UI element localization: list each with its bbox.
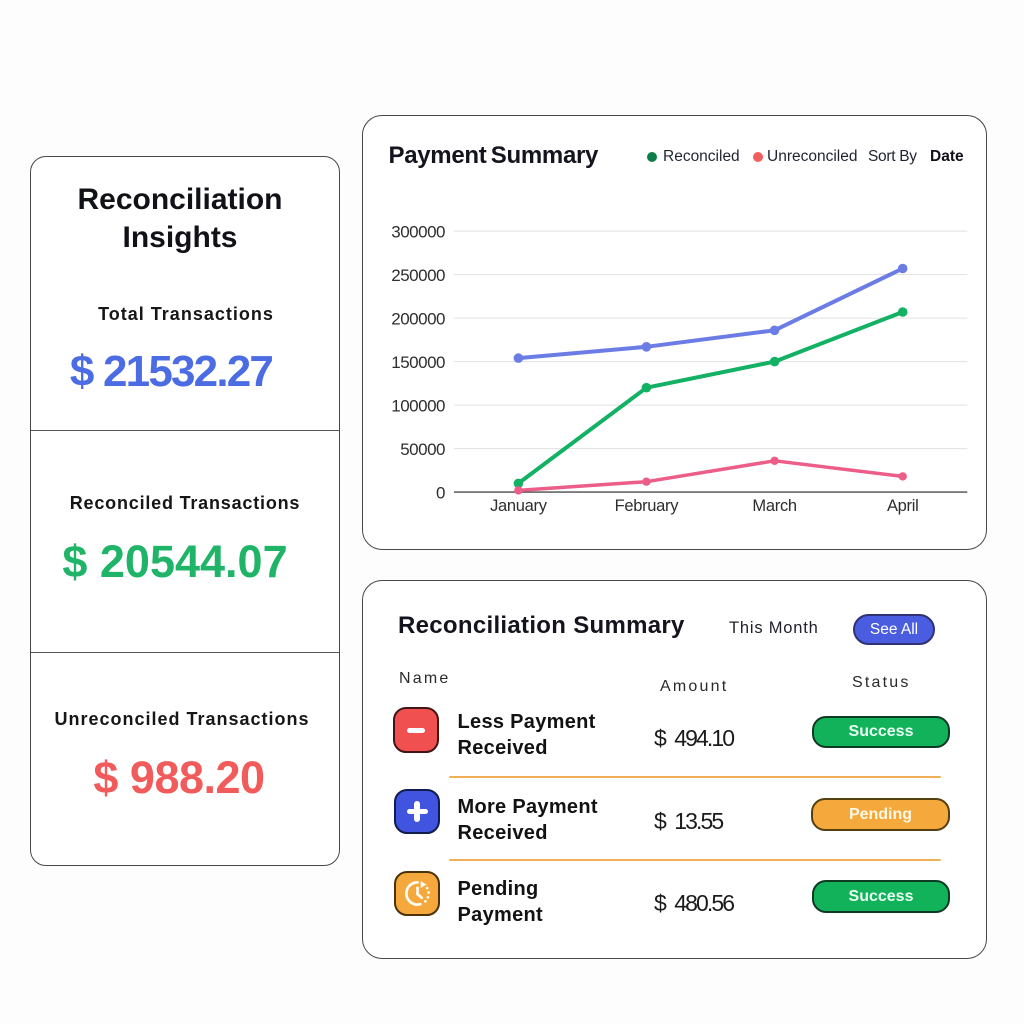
svg-text:50000: 50000 [400,440,445,459]
svg-text:150000: 150000 [391,353,445,372]
svg-text:0: 0 [436,483,445,502]
svg-text:100000: 100000 [391,396,445,415]
svg-text:February: February [615,497,680,515]
svg-text:250000: 250000 [391,266,445,285]
svg-text:200000: 200000 [391,309,445,328]
svg-text:January: January [490,497,548,515]
svg-text:March: March [752,497,796,515]
svg-text:300000: 300000 [391,222,445,241]
svg-text:April: April [887,497,919,515]
